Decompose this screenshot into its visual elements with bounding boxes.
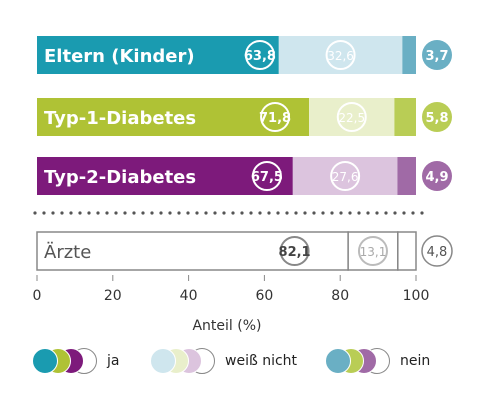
x-tick-label: 60: [255, 288, 273, 304]
legend-item-nein: nein: [325, 346, 430, 376]
data-label-bubble-nein: [422, 40, 452, 70]
bar-segment-nein: [394, 98, 416, 136]
data-label-bubble-weiss-nicht: [336, 102, 367, 132]
x-tick-label: 80: [331, 288, 349, 304]
data-label-nein: 4,9: [425, 170, 448, 185]
data-label-bubble-nein: [422, 102, 452, 132]
category-label: Typ-2-Diabetes: [44, 167, 196, 188]
data-label-nein: 4,8: [427, 245, 448, 260]
category-label: Ärzte: [44, 242, 91, 263]
data-label-bubble-ja: [279, 236, 310, 266]
bar-segment-ja: [37, 157, 293, 195]
data-label-nein: 3,7: [425, 49, 448, 64]
legend-label-ja: ja: [107, 353, 120, 369]
x-tick-label: 20: [104, 288, 122, 304]
legend-swatch-circle: [150, 348, 176, 374]
data-label-bubble-ja: [244, 40, 275, 70]
x-axis-label: Anteil (%): [192, 318, 261, 334]
data-label-ja: 67,5: [251, 170, 283, 185]
data-label-weiss-nicht: 22,5: [338, 111, 365, 125]
data-label-nein: 5,8: [425, 111, 448, 126]
legend-swatch-circle: [325, 348, 351, 374]
legend-swatch-circle: [32, 348, 58, 374]
x-tick-label: 40: [180, 288, 198, 304]
bar-segment-ja: [37, 36, 279, 74]
data-label-bubble-weiss-nicht: [325, 40, 356, 70]
legend-swatch-weiss-nicht: [150, 348, 215, 374]
x-tick-label: 100: [403, 288, 430, 304]
legend-label-nein: nein: [400, 353, 431, 369]
data-label-bubble-nein: [422, 161, 452, 191]
category-label: Typ-1-Diabetes: [44, 108, 196, 129]
data-label-ja: 63,8: [244, 49, 276, 64]
data-label-weiss-nicht: 32,6: [327, 49, 354, 63]
legend-item-weiss-nicht: weiß nicht: [150, 346, 297, 376]
data-label-bubble-ja: [251, 161, 282, 191]
data-label-bubble-weiss-nicht: [357, 236, 388, 266]
data-label-bubble-ja: [260, 102, 291, 132]
x-tick-label: 0: [33, 288, 42, 304]
legend-label-weiss-nicht: weiß nicht: [225, 353, 298, 369]
data-label-ja: 71,8: [259, 111, 291, 126]
data-label-bubble-weiss-nicht: [330, 161, 361, 191]
legend-swatch-nein: [325, 348, 390, 374]
bar-segment-nein: [397, 157, 416, 195]
data-label-ja: 82,1: [279, 245, 311, 260]
data-label-bubble-nein: [421, 235, 453, 267]
category-label: Eltern (Kinder): [44, 46, 195, 67]
data-label-weiss-nicht: 13,1: [360, 245, 387, 259]
bar-segment-nein: [402, 36, 416, 74]
data-label-weiss-nicht: 27,6: [332, 170, 359, 184]
legend-item-ja: ja: [32, 346, 119, 376]
bar-segment-nein: [397, 231, 417, 271]
legend-swatch-ja: [32, 348, 97, 374]
